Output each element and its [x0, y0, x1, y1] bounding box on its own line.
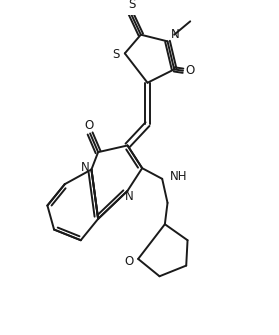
Text: N: N	[171, 28, 180, 41]
Text: S: S	[128, 0, 135, 11]
Text: NH: NH	[170, 170, 187, 183]
Text: N: N	[80, 161, 89, 174]
Text: O: O	[185, 64, 194, 77]
Text: O: O	[84, 120, 93, 132]
Text: O: O	[124, 255, 133, 268]
Text: S: S	[113, 48, 120, 61]
Text: N: N	[124, 190, 133, 203]
